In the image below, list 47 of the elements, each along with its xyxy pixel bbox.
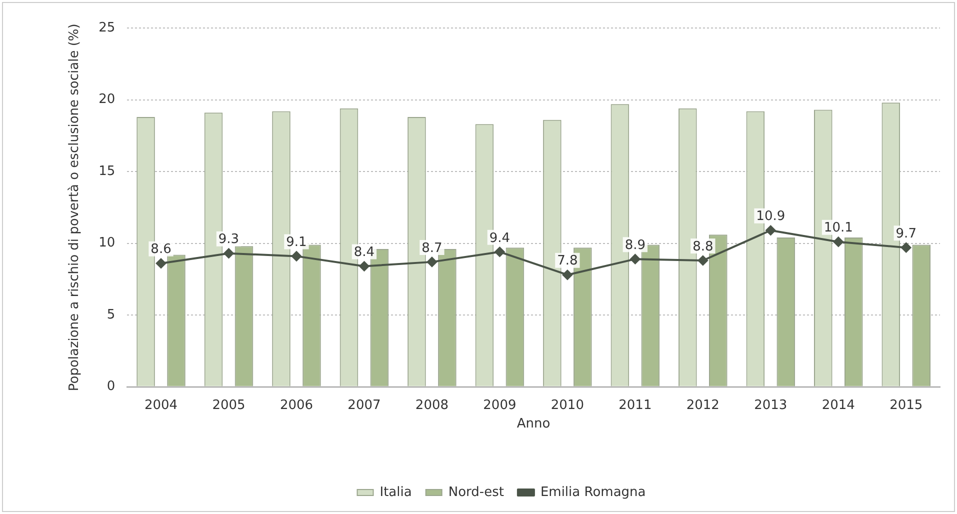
data-label: 7.8 (557, 254, 578, 269)
data-label: 8.8 (692, 239, 714, 254)
point (766, 225, 776, 236)
point (224, 248, 234, 258)
data-label: 9.1 (286, 235, 307, 250)
data-label: 8.4 (354, 245, 375, 260)
data-label: 10.1 (824, 220, 853, 236)
data-label: 9.7 (896, 226, 916, 242)
x-tick-label: 2005 (212, 398, 246, 413)
data-label: 8.9 (624, 238, 646, 253)
x-tick-label: 2007 (348, 398, 381, 413)
y-tick-label: 5 (106, 307, 116, 322)
data-label: 9.4 (489, 230, 510, 246)
legend-label: Emilia Romagna (540, 484, 646, 500)
y-tick-label: 15 (98, 164, 116, 179)
y-axis-title: Popolazione a rischio di povertà o esclusione sociale (%) (67, 24, 82, 392)
point (359, 261, 370, 272)
point (494, 246, 505, 257)
data-label: 9.3 (218, 232, 240, 248)
point (833, 236, 844, 247)
point (426, 256, 437, 267)
point (630, 254, 640, 264)
x-tick-label: 2014 (822, 398, 855, 413)
x-tick-label: 2004 (144, 398, 178, 413)
y-tick-label: 25 (98, 20, 116, 36)
point (291, 251, 302, 262)
x-axis-title: Anno (516, 416, 550, 432)
point (698, 256, 708, 266)
legend-label: Italia (380, 484, 412, 500)
data-label: 10.9 (756, 209, 786, 224)
x-tick-label: 2008 (415, 398, 449, 413)
x-tick-label: 2006 (280, 398, 314, 413)
data-label: 8.6 (150, 242, 172, 258)
x-tick-label: 2011 (618, 398, 652, 413)
point (156, 258, 166, 268)
data-label: 8.7 (422, 240, 442, 256)
x-tick-label: 2013 (754, 398, 788, 413)
y-tick-label: 0 (106, 379, 116, 394)
point (901, 242, 912, 253)
x-tick-label: 2009 (483, 398, 516, 413)
x-tick-label: 2010 (550, 398, 584, 413)
y-tick-label: 10 (98, 236, 116, 251)
x-tick-label: 2012 (686, 398, 720, 413)
legend-label: Nord-est (448, 484, 504, 500)
x-tick-label: 2015 (890, 398, 923, 413)
point (562, 270, 572, 280)
y-tick-label: 20 (98, 92, 116, 108)
